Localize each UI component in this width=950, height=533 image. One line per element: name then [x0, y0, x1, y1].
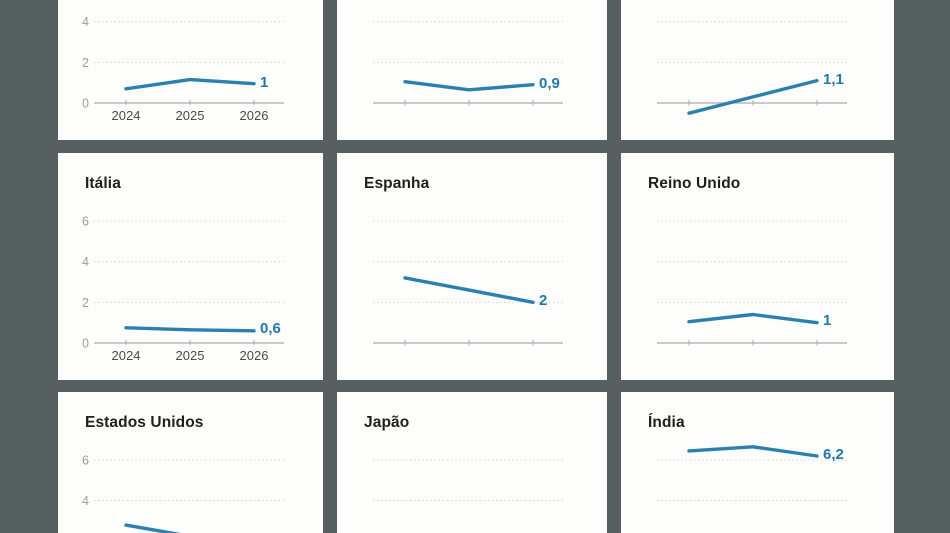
line-chart: [373, 220, 563, 345]
x-axis-label: 2024: [112, 108, 141, 123]
chart-end-value: 6,2: [823, 445, 844, 463]
x-axis-label: 2025: [176, 108, 205, 123]
chart-title: Itália: [85, 174, 121, 192]
chart-end-value: 1: [260, 73, 269, 91]
y-axis-label: 2: [82, 295, 89, 309]
y-axis-label: 6: [82, 214, 89, 228]
line-chart: [373, 21, 563, 106]
chart-card-reino-unido: Reino Unido 1: [621, 152, 894, 380]
y-axis-label: 0: [82, 97, 89, 111]
chart-title: Japão: [364, 414, 410, 431]
line-chart: [657, 445, 847, 502]
x-axis-label: 2025: [176, 348, 205, 363]
trend-line: [687, 312, 819, 324]
chart-card-india: Índia 6,2: [621, 392, 894, 533]
chart-end-value: 1,1: [823, 70, 844, 88]
x-axis-label: 2026: [240, 348, 269, 363]
chart-title: Índia: [648, 414, 685, 431]
y-axis-label: 6: [82, 454, 89, 468]
chart-card-japao: Japão: [337, 392, 607, 533]
chart-end-value: 0,6: [260, 320, 281, 338]
y-axis-label: 4: [82, 494, 89, 508]
chart-title: Reino Unido: [648, 174, 741, 192]
x-axis-label: 2024: [112, 348, 141, 363]
y-axis-label: 0: [82, 336, 89, 350]
line-chart: [657, 220, 847, 345]
y-axis-label: 4: [82, 15, 89, 29]
x-axis-label: 2026: [240, 108, 269, 123]
chart-end-value: 1: [823, 312, 832, 330]
trend-line: [403, 275, 535, 304]
chart-end-value: 0,9: [539, 74, 560, 92]
chart-card-top-middle: 0,9: [337, 0, 607, 140]
y-axis-label: 2: [82, 56, 89, 70]
chart-card-espanha: Espanha 2: [337, 152, 607, 380]
trend-line: [687, 445, 819, 458]
trend-line: [124, 325, 256, 333]
chart-end-value: 2: [539, 291, 548, 309]
chart-title: Estados Unidos: [85, 414, 204, 431]
y-axis-label: 4: [82, 255, 89, 269]
line-chart: [657, 21, 847, 115]
trend-line: [124, 77, 256, 91]
trend-line: [687, 78, 819, 115]
line-chart: 0 2 4 6 2024 2025 2026: [82, 214, 284, 363]
line-chart: [373, 459, 563, 502]
trend-line: [124, 523, 182, 533]
chart-card-top-right: 1,1: [621, 0, 894, 140]
chart-title: Espanha: [364, 174, 430, 192]
chart-card-italia: Itália 0 2 4 6 2024 2025 2026 0,6: [58, 152, 323, 380]
trend-line: [403, 79, 535, 92]
